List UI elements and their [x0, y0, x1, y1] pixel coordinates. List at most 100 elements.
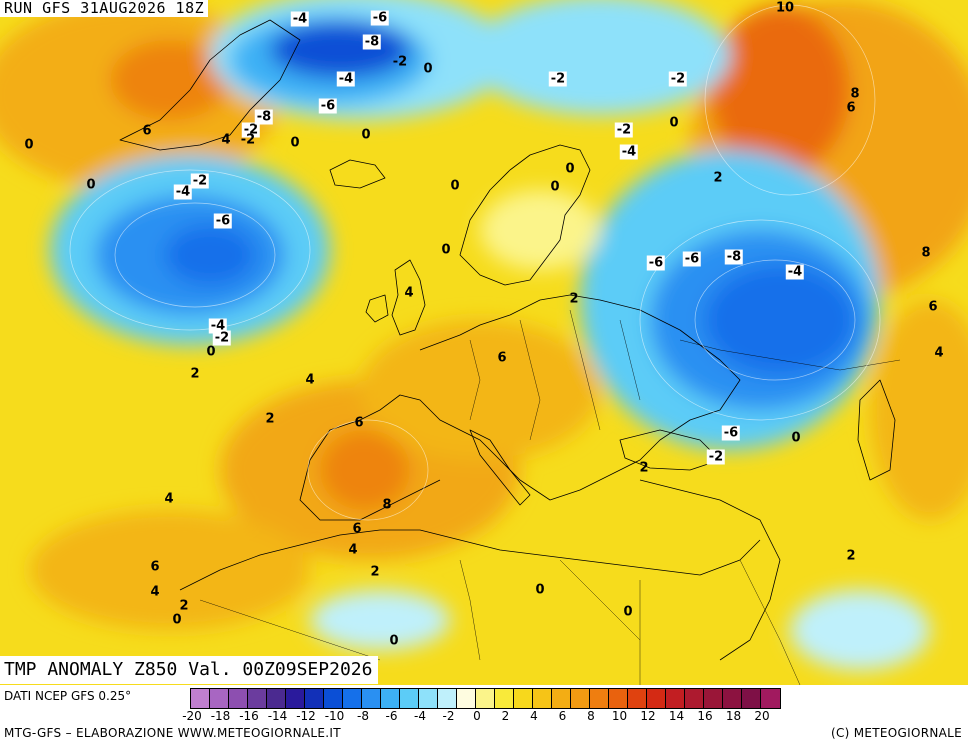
- coastlines: [119, 19, 896, 661]
- colorbar-swatch: [552, 689, 571, 708]
- cold-field-north-africa: [310, 590, 450, 650]
- coast-mideast: [639, 479, 781, 661]
- isotherm-label: 0: [669, 115, 679, 131]
- colorbar-swatch: [533, 689, 552, 708]
- data-source-label: DATI NCEP GFS 0.25°: [4, 689, 132, 703]
- isotherm-label: 4: [221, 132, 231, 148]
- border-4: [619, 319, 641, 401]
- isotherm-label: 0: [206, 344, 216, 360]
- isotherm-label: 4: [404, 285, 414, 301]
- colorbar-tick-label: 8: [587, 709, 595, 723]
- isotherm-label: 0: [361, 127, 371, 143]
- isotherm-label: 0: [565, 161, 575, 177]
- isotherm-label: -2: [392, 54, 408, 70]
- run-title: RUN GFS 31AUG2026 18Z: [0, 0, 209, 17]
- anomaly-fields: [0, 0, 968, 670]
- colorbar-swatch: [324, 689, 343, 708]
- isotherm-label: 0: [450, 178, 460, 194]
- warm-field-greenland-core: [110, 40, 230, 120]
- border-9: [559, 559, 641, 641]
- coast-ireland: [365, 294, 389, 323]
- isotherm-label: 0: [441, 242, 451, 258]
- isotherm-label: -2: [668, 71, 688, 87]
- isotherm-label: -2: [706, 449, 726, 465]
- isotherm-label: 6: [354, 415, 364, 431]
- colorbar-swatch: [514, 689, 533, 708]
- colorbar-swatch: [590, 689, 609, 708]
- isotherm-label: 6: [142, 123, 152, 139]
- colorbar-tick-label: 4: [530, 709, 538, 723]
- isotherm-russia-1: [639, 219, 881, 421]
- colorbar-swatch: [457, 689, 476, 708]
- borders: [199, 309, 901, 685]
- colorbar-tick-label: -20: [182, 709, 202, 723]
- isotherm-label: -6: [318, 98, 338, 114]
- isotherm-label: -4: [785, 264, 805, 280]
- isotherm-label: 4: [150, 584, 160, 600]
- map-title: TMP ANOMALY Z850 Val. 00Z09SEP2026: [0, 656, 379, 684]
- coast-black-sea: [619, 429, 721, 471]
- isotherm-label: 0: [389, 633, 399, 649]
- isotherm-label: -6: [646, 255, 666, 271]
- colorbar-swatch: [742, 689, 761, 708]
- isotherm-label: 2: [569, 291, 579, 307]
- cold-field-russia-core: [705, 265, 855, 375]
- anomaly-map: -4 -6 -8 -2 0 -4 -6 -2 -8 4 -2 0 6 0 -2 10 -2 -2 0 -4 8 6 0 -2-…: [0, 0, 968, 685]
- credit-left: MTG-GFS – ELABORAZIONE WWW.METEOGIORNALE…: [4, 726, 341, 740]
- colorbar-swatch: [343, 689, 362, 708]
- isotherm-label: 2: [370, 564, 380, 580]
- border-7: [739, 559, 801, 685]
- isotherm-label: -6: [213, 213, 233, 229]
- isotherm-label: -2: [614, 122, 634, 138]
- isotherm-label: 6: [928, 299, 938, 315]
- isotherm-label: 0: [623, 604, 633, 620]
- colorbar-tick-label: -14: [267, 709, 288, 723]
- isotherm-label: -6: [721, 425, 741, 441]
- isotherm-label: -2: [212, 330, 232, 346]
- isotherm-label: -8: [724, 249, 744, 265]
- isotherm-label: 0: [86, 177, 96, 193]
- isotherm-label: 8: [850, 86, 860, 102]
- isotherm-label: 0: [24, 137, 34, 153]
- colorbar-swatch: [210, 689, 229, 708]
- colorbar-ticks: -20 -18 -16 -14 -12 -10 -8 -6 -4 -2 0 2 4 6 8 10 12 14 16 1…: [0, 709, 968, 725]
- coast-scandinavia: [459, 144, 591, 286]
- isotherm-label: 0: [290, 135, 300, 151]
- colorbar-tick-label: 6: [558, 709, 567, 723]
- colorbar-swatch: [666, 689, 685, 708]
- isotherm-russia-2: [694, 259, 856, 381]
- isotherm-label: -6: [370, 10, 390, 26]
- warm-field-caspian: [870, 300, 968, 520]
- colorbar-tick-label: 12: [640, 709, 656, 723]
- colorbar-swatch: [248, 689, 267, 708]
- isotherm-label: 10: [775, 0, 795, 16]
- isotherm-label: -4: [336, 71, 356, 87]
- coast-britain: [391, 259, 426, 336]
- warm-field-northwest-africa: [30, 510, 310, 630]
- isotherm-lines: [69, 4, 881, 521]
- isotherm-label: -4: [619, 144, 639, 160]
- border-5: [679, 339, 901, 371]
- colorbar-swatch: [647, 689, 666, 708]
- isotherm-label: 0: [172, 612, 182, 628]
- border-2: [519, 319, 541, 441]
- isotherm-siberia: [704, 4, 876, 196]
- colorbar-tick-label: -16: [239, 709, 259, 723]
- colorbar-swatch: [609, 689, 628, 708]
- isotherm-label: -6: [682, 251, 702, 267]
- legend-footer: DATI NCEP GFS 0.25° -20 -18 -16 -14 -12 -10 -8…: [0, 685, 968, 745]
- colorbar-swatch: [305, 689, 324, 708]
- credit-right: (C) METEOGIORNALE: [830, 726, 962, 740]
- colorbar-tick-label: -10: [324, 709, 345, 723]
- colorbar: [190, 688, 781, 709]
- coast-caspian: [857, 379, 896, 481]
- cold-field-atlantic-core: [165, 225, 255, 285]
- isotherm-label: -2: [548, 71, 568, 87]
- coast-europe: [299, 294, 741, 521]
- isotherm-label: -8: [254, 109, 274, 125]
- colorbar-tick-label: -2: [442, 709, 455, 723]
- isotherm-label: 4: [164, 491, 174, 507]
- colorbar-tick-label: -12: [296, 709, 316, 723]
- isotherm-label: -4: [290, 11, 310, 27]
- isotherm-label: 8: [921, 245, 931, 261]
